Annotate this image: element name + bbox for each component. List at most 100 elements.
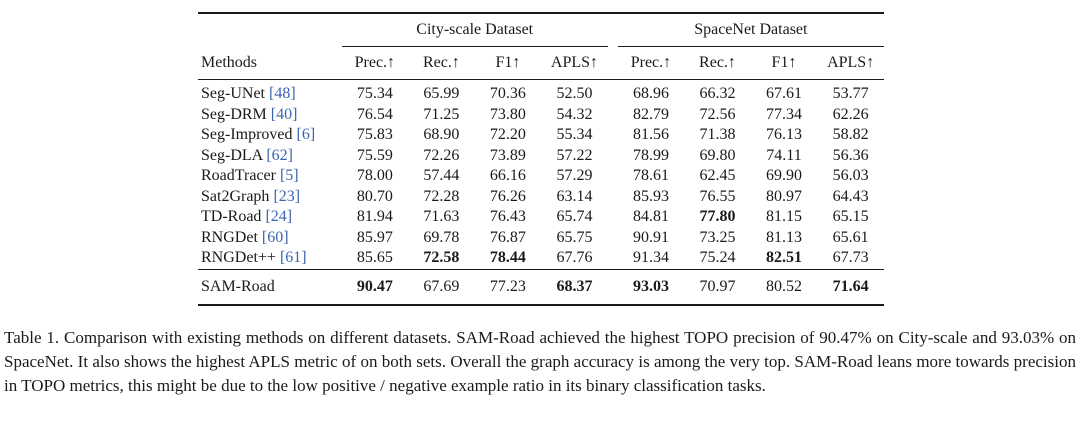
cell-value: 75.59 [356, 146, 393, 164]
cell-value: 67.69 [408, 268, 475, 305]
table-row: RNGDet [60] 85.97 69.78 76.87 65.75 90.91 73.2… [198, 228, 884, 249]
cell-value: 71.25 [423, 105, 460, 123]
cell-value: 76.54 [356, 105, 393, 123]
cell-value: 76.26 [489, 187, 526, 205]
methods-header: Methods [201, 53, 257, 71]
col-header-apls: APLS↑ [550, 54, 599, 71]
cell-value: 65.61 [832, 228, 869, 246]
cell-value: 72.20 [489, 126, 526, 144]
cell-value: 76.87 [489, 228, 526, 246]
cell-value: 81.13 [766, 228, 802, 246]
cell-value: 76.43 [489, 208, 526, 226]
citation-link[interactable]: [62] [266, 146, 293, 164]
cell-value: 77.23 [474, 268, 542, 305]
method-name: Seg-Improved [6] [201, 126, 316, 144]
cell-value: 78.61 [632, 167, 669, 185]
cell-value: 90.47 [341, 268, 409, 305]
method-name: Sat2Graph [23] [201, 187, 301, 205]
citation-link[interactable]: [48] [268, 85, 296, 103]
cell-value: 54.32 [556, 105, 593, 123]
citation-link[interactable]: [61] [279, 249, 307, 267]
cell-value: 77.34 [766, 105, 802, 123]
col-header-f1: F1↑ [495, 54, 521, 71]
cell-value: 78.99 [632, 146, 669, 164]
cell-value: 85.97 [356, 228, 393, 246]
cell-value: 77.80 [699, 208, 736, 226]
table-row: TD-Road [24] 81.94 71.63 76.43 65.74 84.81 77.… [198, 207, 884, 228]
cell-value: 75.34 [356, 85, 393, 103]
method-name: Seg-DLA [62] [201, 146, 293, 164]
cell-value: 66.16 [489, 167, 526, 185]
cell-value: 69.78 [423, 228, 460, 246]
cell-value: 75.83 [356, 126, 393, 144]
cell-value: 57.22 [556, 146, 593, 164]
cell-value: 78.00 [356, 167, 393, 185]
cell-value: 69.80 [699, 146, 736, 164]
cell-value: 80.97 [766, 187, 802, 205]
citation-link[interactable]: [5] [279, 167, 299, 185]
cell-value: 71.38 [699, 126, 736, 144]
method-name: Seg-DRM [40] [201, 105, 298, 123]
table-caption: Table 1. Comparison with existing method… [4, 328, 1076, 395]
cell-value: 65.99 [423, 85, 460, 103]
cell-value: 56.36 [832, 146, 869, 164]
cell-value: 82.79 [632, 105, 669, 123]
table-row: Seg-DLA [62] 75.59 72.26 73.89 57.22 78.99 69.… [198, 146, 884, 167]
table-row: Seg-DRM [40] 76.54 71.25 73.80 54.32 82.79 72.… [198, 105, 884, 126]
method-name: TD-Road [24] [201, 208, 293, 226]
citation-link[interactable]: [60] [261, 228, 289, 246]
col-header-rec: Rec.↑ [699, 54, 736, 71]
method-name: RNGDet [60] [201, 228, 289, 246]
cell-value: 69.90 [766, 167, 802, 185]
cell-value: 72.26 [423, 146, 460, 164]
cell-value: 80.52 [750, 268, 818, 305]
cell-value: 72.28 [423, 187, 460, 205]
table-row: Seg-UNet [48] 75.34 65.99 70.36 52.50 68.96 66… [198, 84, 884, 105]
table-row: Seg-Improved [6] 75.83 68.90 72.20 55.34 81.5… [198, 125, 884, 146]
table-row: RoadTracer [5] 78.00 57.44 66.16 57.29 78.61 6… [198, 166, 884, 187]
table-row-sam-road: SAM-Road 90.47 67.69 77.23 68.37 93.03 7… [198, 268, 884, 305]
cell-value: 66.32 [699, 85, 736, 103]
cell-value: 72.56 [699, 105, 736, 123]
citation-link[interactable]: [23] [273, 187, 301, 205]
cell-value: 82.51 [766, 249, 802, 267]
col-header-prec: Prec.↑ [354, 54, 396, 71]
cell-value: 81.15 [766, 208, 802, 226]
citation-link[interactable]: [6] [296, 126, 316, 144]
cell-value: 84.81 [632, 208, 669, 226]
cell-value: 90.91 [632, 228, 669, 246]
cell-value: 93.03 [617, 268, 685, 305]
cell-value: 70.97 [684, 268, 751, 305]
col-header-f1: F1↑ [771, 54, 797, 71]
cell-value: 68.37 [541, 268, 608, 305]
cell-value: 70.36 [489, 85, 526, 103]
cell-value: 81.56 [632, 126, 669, 144]
cell-value: 78.44 [489, 249, 526, 267]
cell-value: 62.45 [699, 167, 736, 185]
method-name: SAM-Road [198, 268, 342, 305]
cell-value: 57.44 [423, 167, 460, 185]
method-name: RNGDet++ [61] [201, 249, 307, 267]
cell-value: 85.65 [356, 249, 393, 267]
cell-value: 75.24 [699, 249, 736, 267]
cell-value: 65.75 [556, 228, 593, 246]
cell-value: 65.15 [832, 208, 869, 226]
cell-value: 56.03 [832, 167, 869, 185]
table-row: Sat2Graph [23] 80.70 72.28 76.26 63.14 85.93 7… [198, 187, 884, 208]
cell-value: 76.13 [766, 126, 802, 144]
cell-value: 68.96 [632, 85, 669, 103]
cell-value: 80.70 [356, 187, 393, 205]
cell-value: 72.58 [423, 249, 460, 267]
cell-value: 52.50 [556, 85, 593, 103]
cell-value: 64.43 [832, 187, 869, 205]
group-header-city: City-scale Dataset [341, 14, 608, 47]
cell-value: 63.14 [556, 187, 593, 205]
cell-value: 73.80 [489, 105, 526, 123]
citation-link[interactable]: [24] [265, 208, 293, 226]
citation-link[interactable]: [40] [270, 105, 298, 123]
cell-value: 67.73 [832, 249, 869, 267]
cell-value: 73.25 [699, 228, 736, 246]
col-header-apls: APLS↑ [827, 54, 875, 71]
cell-value: 91.34 [632, 249, 669, 267]
